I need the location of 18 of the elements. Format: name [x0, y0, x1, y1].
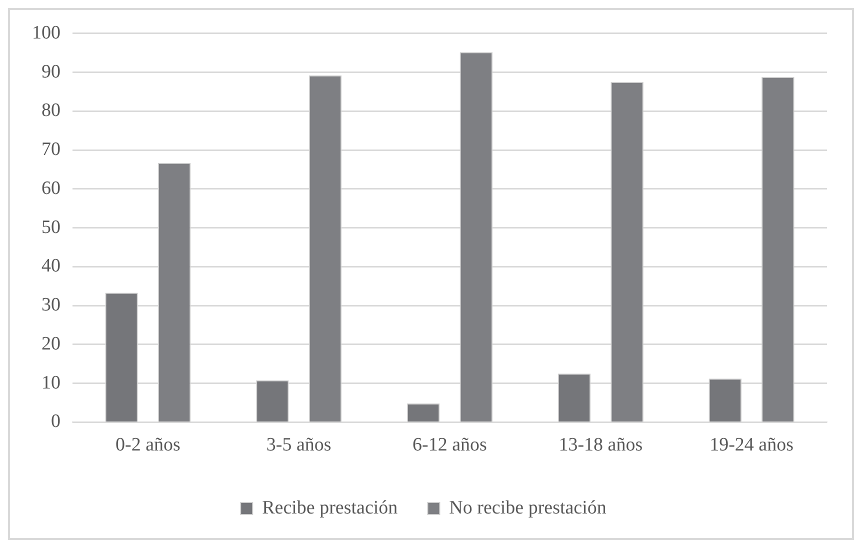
y-tick-label: 0	[51, 411, 60, 432]
x-tick-label: 0-2 años	[115, 434, 180, 456]
y-tick-label: 50	[42, 216, 60, 238]
legend-label: No recibe prestación	[449, 497, 607, 518]
legend-label: Recibe prestación	[262, 497, 398, 518]
y-tick-label: 70	[42, 139, 60, 160]
x-tick-label: 3-5 años	[266, 434, 332, 456]
y-tick-label: 80	[42, 100, 60, 122]
x-tick-label: 13-18 años	[558, 434, 643, 456]
y-tick-label: 30	[42, 294, 60, 316]
x-tick-label: 19-24 años	[710, 434, 794, 456]
y-tick-label: 10	[42, 372, 60, 394]
y-tick-label: 40	[42, 256, 60, 277]
y-tick-label: 90	[42, 61, 60, 82]
y-tick-label: 20	[42, 333, 60, 354]
y-tick-label: 60	[42, 178, 60, 199]
x-tick-label: 6-12 años	[412, 434, 487, 456]
y-tick-label: 100	[32, 22, 60, 44]
